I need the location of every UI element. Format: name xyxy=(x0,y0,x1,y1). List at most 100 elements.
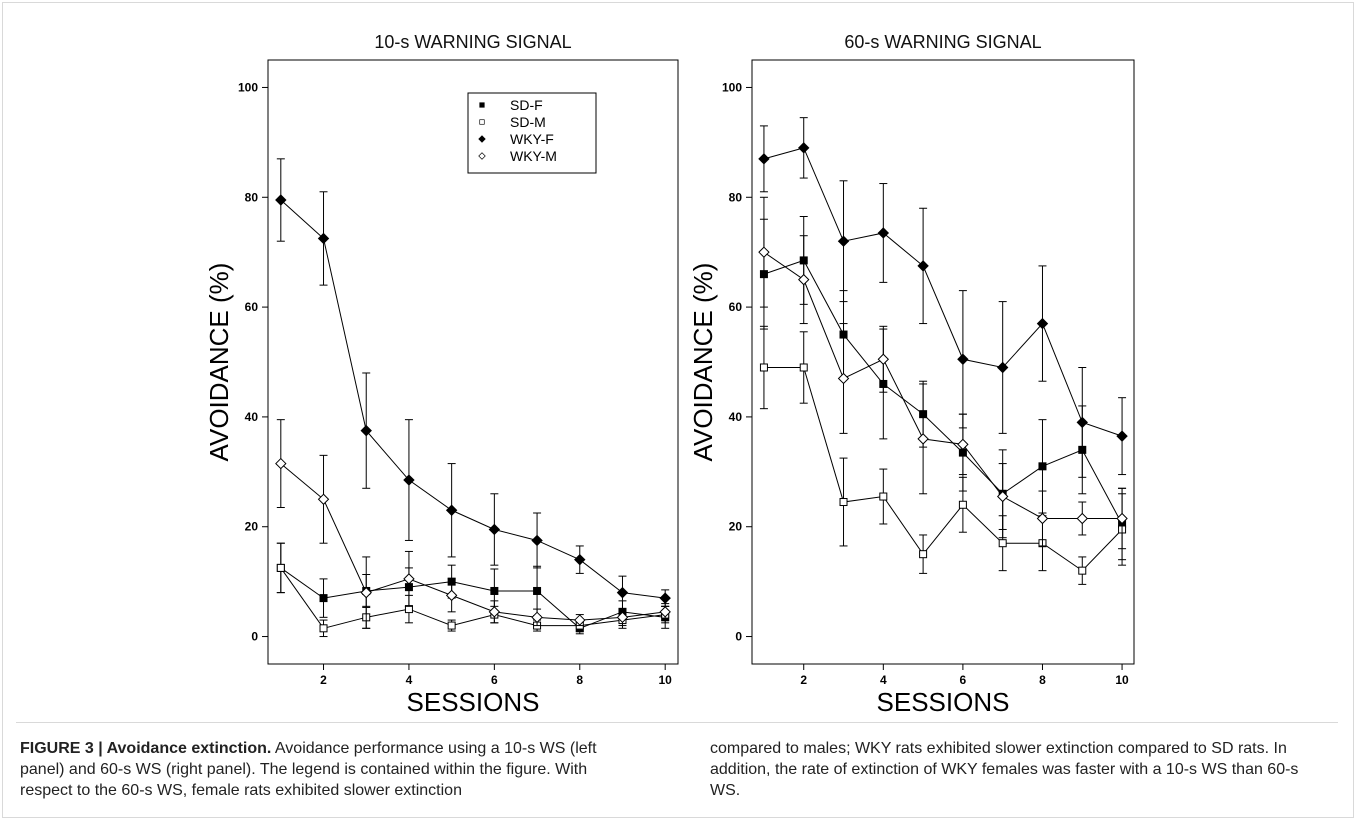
data-point xyxy=(759,363,768,372)
data-point xyxy=(319,594,328,603)
legend-marker xyxy=(479,119,485,125)
legend-label: WKY-M xyxy=(510,148,557,164)
y-tick-label: 100 xyxy=(722,80,742,94)
chart-title: 60-s WARNING SIGNAL xyxy=(844,32,1041,52)
series-line xyxy=(763,251,1123,519)
data-point xyxy=(276,563,285,572)
x-tick-label: 6 xyxy=(491,673,498,687)
data-point xyxy=(574,553,586,566)
legend-item-sd-m: SD-M xyxy=(479,114,546,130)
x-tick-label: 10 xyxy=(659,673,673,687)
y-tick-label: 0 xyxy=(251,630,258,644)
data-point xyxy=(1078,566,1087,575)
legend-symbol xyxy=(478,135,486,143)
data-point xyxy=(533,586,542,595)
data-point xyxy=(798,273,810,286)
legend-label: SD-F xyxy=(510,97,543,113)
y-tick-label: 60 xyxy=(245,300,259,314)
caption-text-right: compared to males; WKY rats exhibited sl… xyxy=(710,740,1299,799)
series-wky-f xyxy=(275,158,671,610)
data-point xyxy=(837,372,850,385)
caption-text-left: Avoidance performance using a 10-s WS (l… xyxy=(20,740,597,799)
legend-item-wky-f: WKY-F xyxy=(478,131,554,147)
data-point xyxy=(531,534,543,547)
data-point xyxy=(531,611,543,624)
legend-item-wky-m: WKY-M xyxy=(478,148,557,164)
data-point xyxy=(317,493,330,505)
legend-symbol xyxy=(479,102,485,108)
y-tick-label: 40 xyxy=(729,410,743,424)
data-point xyxy=(360,586,372,599)
x-tick-label: 6 xyxy=(960,673,967,687)
caption-left-column: FIGURE 3 | Avoidance extinction. Avoidan… xyxy=(20,738,620,801)
legend-marker xyxy=(479,102,485,108)
data-point xyxy=(879,492,888,501)
y-axis-label: AVOIDANCE (%) xyxy=(688,263,718,462)
data-point xyxy=(1076,512,1088,525)
series-wky-m xyxy=(758,196,1128,550)
data-point xyxy=(877,353,890,365)
y-axis-label: AVOIDANCE (%) xyxy=(204,263,234,462)
data-point xyxy=(798,142,810,154)
legend-item-sd-f: SD-F xyxy=(479,97,543,113)
chart-panel-1: 10-s WARNING SIGNAL 0 20 40 60 80 100 2 4 6 8 10 SES… xyxy=(204,32,679,717)
data-point xyxy=(616,586,629,599)
y-tick-label: 20 xyxy=(245,520,259,534)
data-point xyxy=(445,504,458,516)
x-tick-label: 10 xyxy=(1115,673,1129,687)
data-point xyxy=(1036,512,1049,525)
data-point xyxy=(574,614,586,626)
data-point xyxy=(958,500,967,509)
series-sd-m xyxy=(276,542,670,638)
x-axis-label: SESSIONS xyxy=(877,687,1010,717)
data-point xyxy=(998,539,1007,548)
x-tick-label: 2 xyxy=(800,673,807,687)
caption-label: FIGURE 3 | Avoidance extinction. xyxy=(20,740,272,757)
legend-symbol xyxy=(479,119,485,125)
chart-panel-2: 60-s WARNING SIGNAL 0 20 40 60 80 100 2 4 6 8 10 SES… xyxy=(688,32,1135,717)
data-point xyxy=(758,153,770,165)
y-tick-label: 40 xyxy=(245,410,259,424)
chart-title: 10-s WARNING SIGNAL xyxy=(374,32,571,52)
series-wky-f xyxy=(758,117,1128,478)
data-point xyxy=(445,589,458,602)
series-wky-m xyxy=(275,419,671,629)
data-point xyxy=(488,606,501,618)
caption-divider xyxy=(16,722,1338,723)
y-tick-label: 60 xyxy=(729,300,743,314)
legend-box xyxy=(467,92,597,174)
data-point xyxy=(317,232,330,245)
data-point xyxy=(488,523,501,536)
data-point xyxy=(659,592,671,604)
data-point xyxy=(1038,462,1047,471)
series-line xyxy=(763,366,1123,572)
data-point xyxy=(1116,512,1128,525)
data-point xyxy=(616,611,629,624)
data-point xyxy=(837,235,850,247)
series-line xyxy=(763,259,1123,525)
y-tick-label: 100 xyxy=(238,80,258,94)
data-point xyxy=(1116,430,1128,442)
x-tick-label: 2 xyxy=(320,673,327,687)
series-line xyxy=(763,147,1123,437)
data-point xyxy=(919,550,928,559)
legend-label: SD-M xyxy=(510,114,546,130)
legend-marker xyxy=(478,152,486,160)
data-point xyxy=(917,433,929,445)
data-point xyxy=(1076,416,1088,429)
series-sd-f xyxy=(759,215,1127,561)
data-point xyxy=(996,361,1009,374)
legend-label: WKY-F xyxy=(510,131,554,147)
data-point xyxy=(403,573,415,585)
caption-right-column: compared to males; WKY rats exhibited sl… xyxy=(710,738,1310,801)
y-tick-label: 80 xyxy=(729,190,743,204)
data-point xyxy=(917,260,929,272)
data-point xyxy=(319,624,328,633)
x-tick-label: 8 xyxy=(576,673,583,687)
x-axis-label: SESSIONS xyxy=(407,687,540,717)
data-point xyxy=(490,586,499,595)
series-line xyxy=(280,567,666,629)
data-point xyxy=(839,498,848,507)
y-tick-label: 0 xyxy=(735,630,742,644)
